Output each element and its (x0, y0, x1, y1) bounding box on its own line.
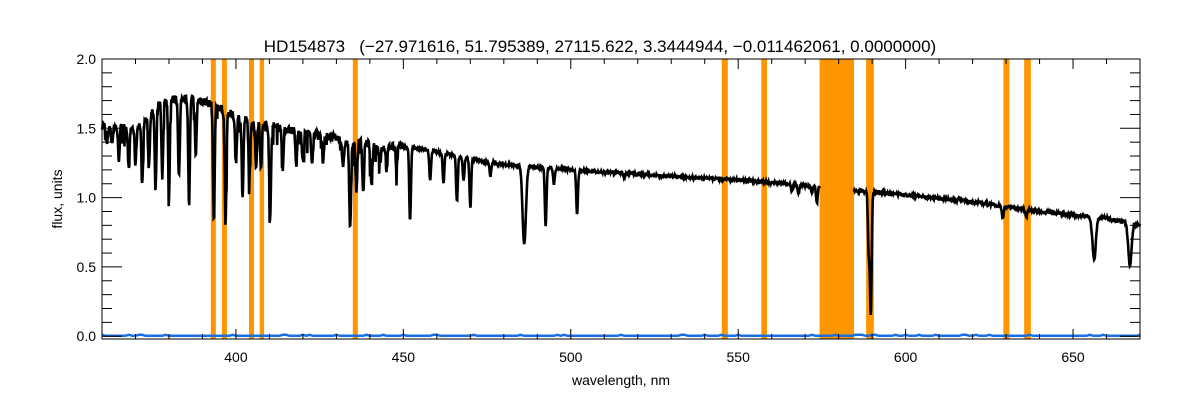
y-tick-label: 1.5 (77, 120, 97, 136)
axis-ticks (102, 58, 1141, 339)
spectrum-series (100, 92, 1142, 315)
masked-region (721, 59, 728, 339)
x-tick-label: 650 (1061, 349, 1085, 365)
spectrum-line (100, 92, 822, 245)
x-tick-label: 600 (894, 349, 918, 365)
x-tick-label: 450 (392, 349, 416, 365)
chart-title: HD154873 (−27.971616, 51.795389, 27115.6… (264, 37, 936, 56)
y-tick-labels: 0.0 0.5 1.0 1.5 2.0 (77, 51, 97, 344)
masked-region (866, 59, 874, 339)
y-tick-label: 0.5 (77, 259, 97, 275)
masked-region (1024, 59, 1031, 339)
masked-region (352, 59, 358, 339)
masked-region (761, 59, 767, 339)
y-tick-label: 2.0 (77, 51, 97, 67)
x-axis-label: wavelength, nm (571, 372, 670, 388)
y-tick-label: 0.0 (77, 328, 97, 344)
error-series (101, 333, 1141, 338)
spectrum-line (852, 186, 1142, 315)
x-tick-label: 400 (224, 349, 248, 365)
x-tick-label: 500 (559, 349, 583, 365)
x-tick-label: 550 (727, 349, 751, 365)
masked-region (819, 59, 855, 339)
error-line (101, 333, 1141, 338)
masked-region (259, 59, 265, 339)
masked-regions (210, 59, 1031, 339)
plot-frame (101, 58, 1141, 340)
y-tick-label: 1.0 (77, 190, 97, 206)
y-axis-label: flux, units (49, 169, 65, 228)
x-tick-labels: 400 450 500 550 600 650 (224, 349, 1085, 365)
masked-region (248, 59, 255, 339)
masked-region (1003, 59, 1010, 339)
